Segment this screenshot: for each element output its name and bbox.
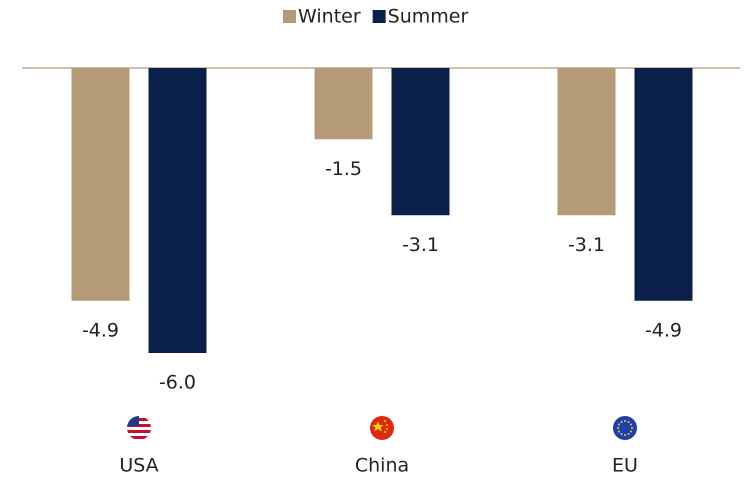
value-label: -1.5 — [325, 158, 362, 180]
legend-label: Winter — [298, 6, 361, 28]
category-label: China — [355, 455, 409, 477]
value-label: -4.9 — [645, 319, 682, 341]
bar — [71, 68, 130, 301]
category-label: USA — [119, 455, 158, 477]
legend-swatch — [372, 10, 386, 23]
value-label: -4.9 — [82, 319, 119, 341]
value-label: -6.0 — [159, 372, 196, 394]
value-label: -3.1 — [402, 234, 439, 256]
flag-eu — [613, 416, 637, 440]
bar — [391, 68, 450, 216]
legend-swatch — [283, 10, 296, 23]
flag-usa — [127, 416, 151, 440]
category-label: EU — [612, 455, 638, 477]
value-label: -3.1 — [568, 234, 605, 256]
bar — [314, 68, 373, 140]
bar — [557, 68, 616, 216]
bar — [634, 68, 693, 301]
bar — [148, 68, 207, 353]
flag-china — [370, 416, 394, 440]
legend-label: Summer — [388, 6, 469, 28]
